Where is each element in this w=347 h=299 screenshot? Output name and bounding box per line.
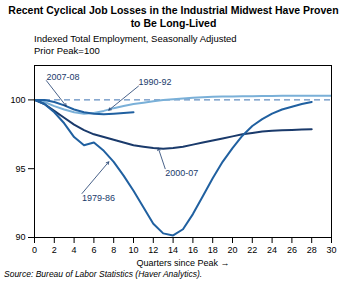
svg-text:20: 20: [227, 245, 237, 255]
svg-text:18: 18: [208, 245, 218, 255]
svg-text:28: 28: [307, 245, 317, 255]
svg-text:1979-86: 1979-86: [82, 193, 115, 203]
svg-text:24: 24: [267, 245, 277, 255]
svg-text:4: 4: [72, 245, 77, 255]
svg-text:2000-07: 2000-07: [165, 168, 198, 178]
svg-text:14: 14: [168, 245, 178, 255]
svg-text:100: 100: [10, 95, 25, 105]
svg-text:Quarters since Peak →: Quarters since Peak →: [136, 258, 229, 268]
svg-text:30: 30: [326, 245, 336, 255]
html-text:Indexed Total Employment, Seas: Indexed Total Employment, Seasonally Adj…: [34, 33, 237, 44]
svg-text:12: 12: [148, 245, 158, 255]
svg-text:10: 10: [128, 245, 138, 255]
svg-text:90: 90: [15, 232, 25, 242]
svg-text:2: 2: [52, 245, 57, 255]
html-text:Source: Bureau of Labor Statis: Source: Bureau of Labor Statistics (Have…: [4, 269, 203, 279]
html-text:Prior Peak=100: Prior Peak=100: [34, 45, 100, 56]
svg-text:16: 16: [188, 245, 198, 255]
svg-text:26: 26: [287, 245, 297, 255]
svg-text:2007-08: 2007-08: [46, 72, 79, 82]
svg-text:8: 8: [111, 245, 116, 255]
svg-text:1990-92: 1990-92: [138, 77, 171, 87]
svg-text:0: 0: [32, 245, 37, 255]
svg-text:6: 6: [91, 245, 96, 255]
html-text:Recent Cyclical Job Losses in: Recent Cyclical Job Losses in the Indust…: [8, 4, 339, 29]
svg-text:22: 22: [247, 245, 257, 255]
svg-text:95: 95: [15, 164, 25, 174]
